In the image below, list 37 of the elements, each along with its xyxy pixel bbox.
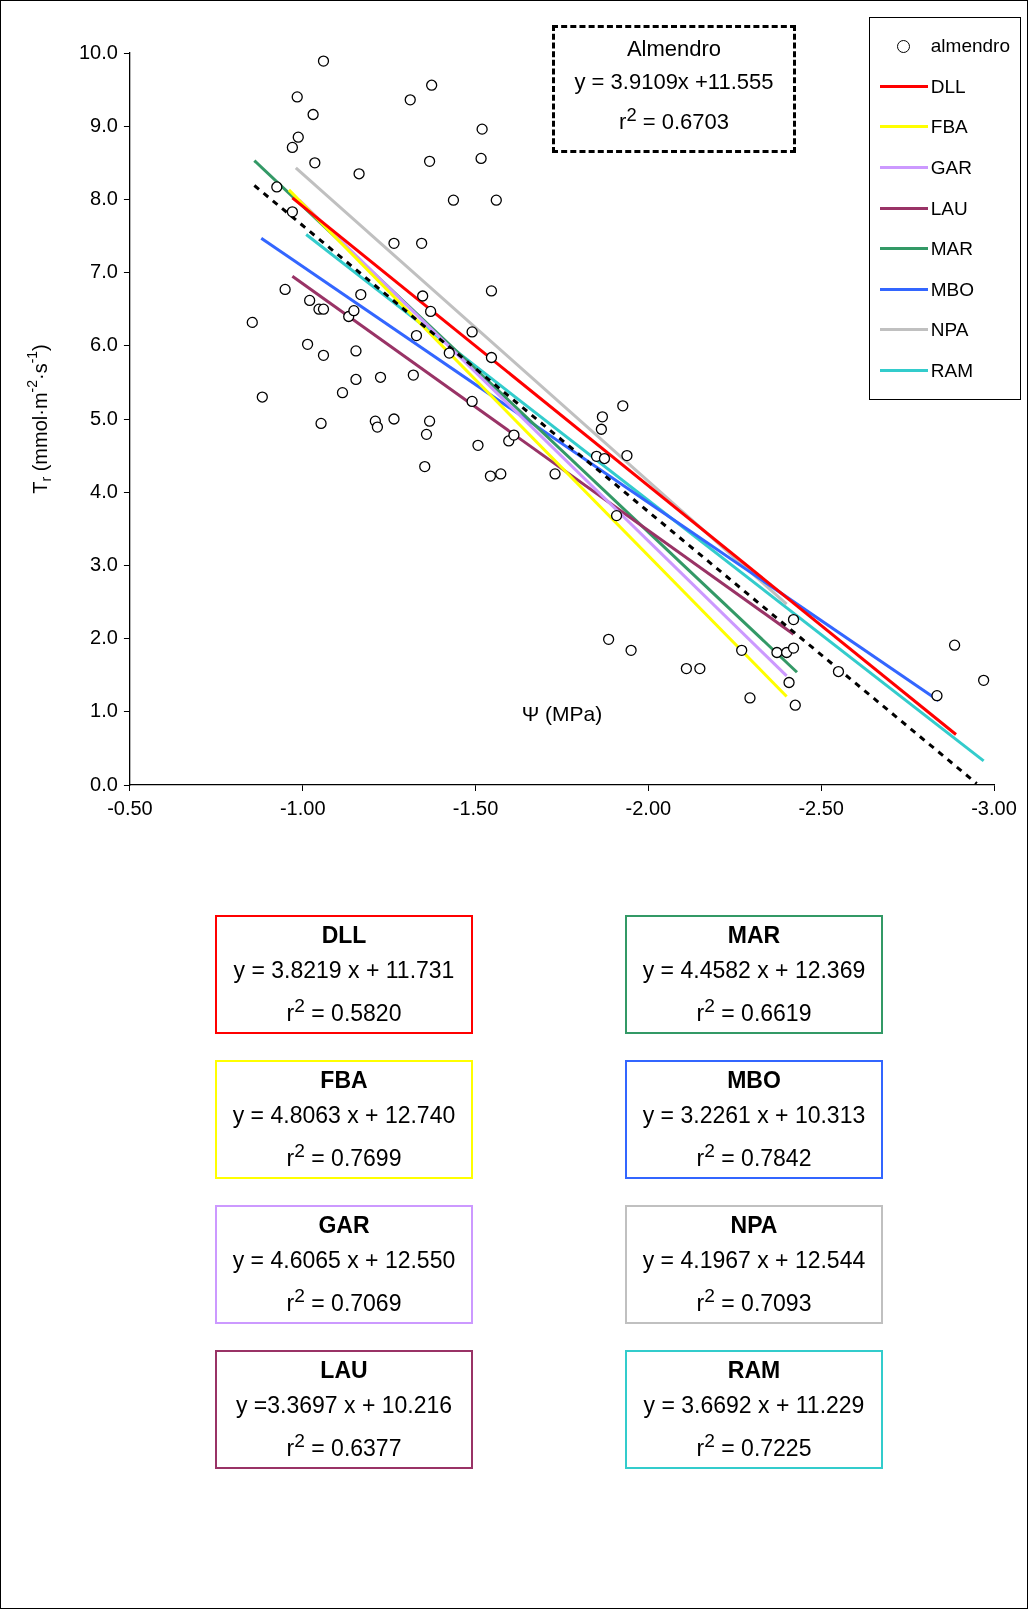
y-tick-label: 10.0 bbox=[78, 40, 118, 63]
x-tick-label: -1.00 bbox=[279, 796, 326, 819]
x-axis-title: Ψ (MPa) bbox=[521, 702, 603, 726]
y-tick-label: 7.0 bbox=[90, 260, 118, 283]
x-tick-label: -2.50 bbox=[798, 796, 844, 819]
y-axis-title: Tr (mmol·m-2·s-1) bbox=[23, 344, 54, 494]
legend-label: LAU bbox=[930, 197, 968, 220]
y-tick-label: 2.0 bbox=[90, 626, 118, 649]
y-tick-label: 9.0 bbox=[90, 113, 118, 136]
text: MAR y = 4.4582 x + 12.369 r$^{2}$ = 0.6619 bbox=[625, 915, 883, 1034]
x-tick-label: -2.00 bbox=[625, 796, 672, 819]
y-tick-label: 3.0 bbox=[90, 552, 118, 575]
x-tick-label: -1.50 bbox=[452, 796, 499, 819]
y-tick-label: 4.0 bbox=[90, 479, 118, 502]
text: LAU y =3.3697 x + 10.216 r$^{2}$ = 0.6377 bbox=[215, 1350, 473, 1469]
y-tick-label: 0.0 bbox=[90, 772, 118, 795]
y-tick-label: 1.0 bbox=[90, 699, 118, 722]
y-tick-label: 5.0 bbox=[90, 406, 118, 429]
x-tick-label: -3.00 bbox=[971, 796, 1017, 819]
y-tick-label: 6.0 bbox=[90, 333, 118, 356]
legend-label: DLL bbox=[930, 75, 966, 98]
text: NPA y = 4.1967 x + 12.544 r$^{2}$ = 0.7093 bbox=[625, 1205, 883, 1324]
text: DLL y = 3.8219 x + 11.731 r$^{2}$ = 0.5820 bbox=[215, 915, 473, 1034]
legend-label: almendro bbox=[930, 35, 1010, 58]
text: GAR y = 4.6065 x + 12.550 r$^{2}$ = 0.7069 bbox=[215, 1205, 473, 1324]
legend-label: RAM bbox=[930, 360, 974, 383]
annotation: Almendro y = 3.9109x +11.555 r$^{2}$ = 0.6703 bbox=[552, 25, 796, 153]
y-tick-label: 8.0 bbox=[90, 186, 118, 209]
text: RAM y = 3.6692 x + 11.229 r$^{2}$ = 0.7225 bbox=[625, 1350, 883, 1469]
text: MBO y = 3.2261 x + 10.313 r$^{2}$ = 0.7842 bbox=[625, 1060, 883, 1179]
legend-label: FBA bbox=[930, 116, 968, 139]
legend-label: NPA bbox=[930, 319, 969, 342]
legend-label: GAR bbox=[930, 157, 972, 180]
legend-label: MBO bbox=[930, 278, 975, 301]
legend-label: MAR bbox=[930, 238, 974, 261]
text: FBA y = 4.8063 x + 12.740 r$^{2}$ = 0.7699 bbox=[215, 1060, 473, 1179]
x-tick-label: -0.50 bbox=[107, 796, 153, 819]
